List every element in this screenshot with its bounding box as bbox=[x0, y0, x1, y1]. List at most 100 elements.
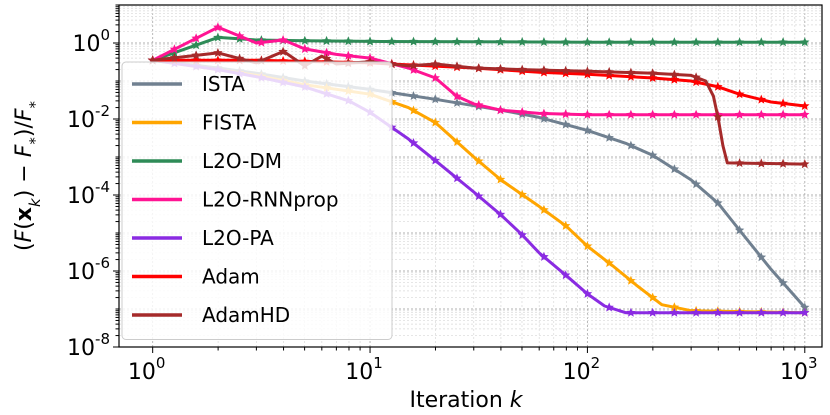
series-marker bbox=[713, 37, 723, 47]
legend-label: L2O-PA bbox=[202, 226, 274, 250]
series-marker bbox=[495, 105, 506, 115]
series-marker bbox=[691, 109, 701, 119]
series-marker bbox=[452, 36, 462, 46]
series-marker bbox=[713, 307, 723, 317]
series-marker bbox=[582, 125, 593, 135]
series-marker bbox=[539, 113, 549, 123]
series-marker bbox=[321, 53, 332, 63]
series-marker bbox=[560, 37, 571, 47]
series-marker bbox=[430, 36, 440, 46]
y-tick-label: 10-6 bbox=[67, 254, 110, 285]
series-marker bbox=[604, 132, 614, 142]
x-tick-label: 102 bbox=[563, 354, 601, 385]
series-marker bbox=[234, 31, 245, 41]
x-tick-label: 101 bbox=[345, 354, 383, 385]
series-marker bbox=[626, 67, 636, 77]
series-marker bbox=[800, 109, 810, 119]
series-marker bbox=[387, 36, 397, 46]
series-marker bbox=[169, 52, 180, 62]
series-marker bbox=[234, 33, 245, 43]
series-marker bbox=[604, 70, 614, 80]
series-marker bbox=[408, 36, 419, 46]
series-marker bbox=[778, 98, 788, 108]
legend-label: FISTA bbox=[202, 111, 257, 135]
series-marker bbox=[495, 174, 506, 184]
series-marker bbox=[539, 65, 549, 75]
series-marker bbox=[756, 252, 767, 262]
series-marker bbox=[800, 302, 810, 312]
series-marker bbox=[560, 270, 571, 280]
y-tick-label: 100 bbox=[72, 26, 110, 57]
series-marker bbox=[647, 37, 658, 47]
series-marker bbox=[582, 69, 593, 79]
series-marker bbox=[626, 140, 636, 150]
series-marker bbox=[734, 225, 745, 235]
series-marker bbox=[604, 109, 614, 119]
series-marker bbox=[756, 109, 767, 119]
series-marker bbox=[691, 37, 701, 47]
series-marker bbox=[669, 164, 680, 174]
series-line bbox=[152, 49, 805, 166]
series-marker bbox=[474, 191, 484, 201]
series-marker bbox=[474, 100, 484, 110]
x-tick-label: 103 bbox=[780, 354, 818, 385]
series-marker bbox=[604, 37, 614, 47]
series-marker bbox=[647, 73, 658, 82]
series-line bbox=[152, 25, 805, 117]
legend-label: L2O-RNNprop bbox=[202, 188, 339, 212]
series-marker bbox=[604, 66, 614, 76]
series-marker bbox=[626, 109, 636, 119]
series-marker bbox=[691, 77, 701, 87]
legend-box bbox=[121, 61, 393, 340]
series-marker bbox=[756, 37, 767, 47]
series-marker bbox=[234, 53, 245, 63]
series-marker bbox=[452, 61, 462, 71]
series-marker bbox=[800, 307, 810, 317]
series-marker bbox=[734, 158, 745, 168]
series-marker bbox=[582, 109, 593, 119]
series-marker bbox=[778, 37, 788, 47]
series-marker bbox=[169, 44, 180, 54]
series-marker bbox=[713, 81, 723, 91]
series-marker bbox=[213, 22, 223, 32]
series-marker bbox=[408, 91, 419, 100]
series-marker bbox=[452, 137, 462, 146]
series-marker bbox=[452, 91, 462, 101]
series-marker bbox=[582, 37, 593, 47]
series-marker bbox=[647, 150, 658, 160]
y-tick-label: 10-8 bbox=[67, 330, 110, 361]
series-marker bbox=[626, 307, 636, 317]
series-marker bbox=[691, 72, 701, 82]
series-marker bbox=[626, 71, 636, 81]
series-marker bbox=[300, 43, 310, 53]
series-marker bbox=[278, 46, 288, 56]
series-marker bbox=[430, 155, 440, 165]
series-marker bbox=[474, 156, 484, 166]
series-marker bbox=[408, 60, 419, 70]
series-marker bbox=[560, 220, 571, 230]
series-marker bbox=[408, 64, 419, 74]
series-marker bbox=[734, 89, 745, 99]
series-marker bbox=[278, 35, 288, 45]
series-marker bbox=[169, 47, 180, 57]
series-marker bbox=[778, 109, 788, 119]
series-marker bbox=[756, 307, 767, 317]
series-marker bbox=[582, 241, 593, 251]
series-marker bbox=[647, 68, 658, 78]
series-marker bbox=[691, 307, 701, 317]
series-marker bbox=[582, 66, 593, 76]
series-marker bbox=[713, 198, 723, 208]
series-marker bbox=[582, 288, 593, 298]
series-marker bbox=[517, 37, 527, 46]
series-marker bbox=[474, 36, 484, 46]
series-marker bbox=[778, 307, 788, 317]
series-marker bbox=[430, 117, 440, 127]
series-marker bbox=[669, 74, 680, 84]
series-marker bbox=[669, 302, 680, 312]
series-marker bbox=[517, 230, 527, 239]
series-marker bbox=[343, 36, 354, 46]
series-marker bbox=[734, 109, 745, 119]
series-marker bbox=[734, 307, 745, 317]
series-marker bbox=[321, 35, 332, 45]
tick-layer: 100 101 102 103 100 10-2 10-4 10-6 10-8 bbox=[67, 4, 818, 385]
